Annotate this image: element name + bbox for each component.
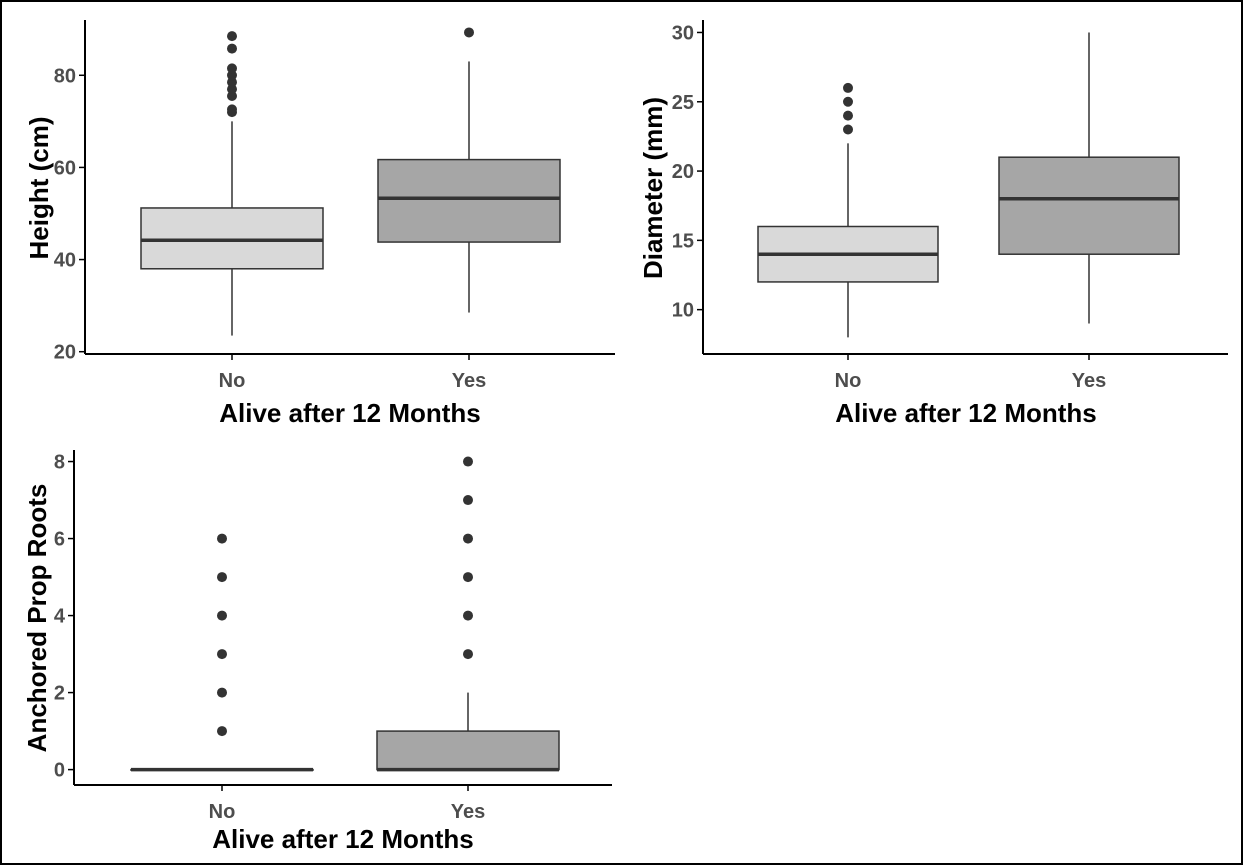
box-yes <box>376 456 560 772</box>
y-tick-label: 25 <box>672 92 694 114</box>
outlier-point <box>217 726 227 737</box>
y-tick-label: 6 <box>54 529 65 551</box>
y-tick-label: 10 <box>672 300 694 322</box>
outlier-point <box>464 27 474 38</box>
iqr-box <box>377 158 561 243</box>
outlier-point <box>227 104 237 115</box>
y-tick-label: 20 <box>672 161 694 183</box>
outlier-point <box>217 610 227 621</box>
y-axis-title: Anchored Prop Roots <box>22 484 52 753</box>
outlier-point <box>227 63 237 74</box>
outlier-point <box>843 82 853 93</box>
box-yes <box>998 32 1180 324</box>
outlier-point <box>217 533 227 544</box>
y-tick-label: 40 <box>54 250 76 272</box>
outlier-point <box>227 31 237 42</box>
outlier-point <box>227 77 237 88</box>
outlier-point <box>463 649 473 660</box>
y-tick-label: 30 <box>672 22 694 44</box>
x-axis-title: Alive after 12 Months <box>212 824 474 854</box>
x-tick-label: No <box>209 801 236 823</box>
x-tick-label: Yes <box>1072 370 1106 392</box>
y-tick-label: 2 <box>54 683 65 705</box>
diameter-boxplot-panel: Diameter (mm) Alive after 12 Months 10 15… <box>638 20 1228 428</box>
y-axis-title: Height (cm) <box>24 117 54 260</box>
x-tick-label: No <box>835 370 862 392</box>
y-tick-label: 60 <box>54 157 76 179</box>
outlier-point <box>227 70 237 81</box>
outlier-point <box>843 124 853 135</box>
outlier-point <box>217 572 227 583</box>
iqr-box <box>998 156 1180 255</box>
y-tick-label: 0 <box>54 760 65 782</box>
height-boxplot-panel: Height (cm) Alive after 12 Months 20 40 60… <box>24 20 615 428</box>
x-tick-label: Yes <box>451 801 485 823</box>
x-tick-label: Yes <box>452 370 486 392</box>
y-tick-label: 20 <box>54 342 76 364</box>
outlier-point <box>463 610 473 621</box>
x-axis-title: Alive after 12 Months <box>835 398 1097 428</box>
outlier-point <box>843 96 853 107</box>
iqr-box <box>140 207 324 270</box>
outlier-point <box>463 495 473 506</box>
y-axis-title: Diameter (mm) <box>638 97 668 279</box>
y-tick-label: 15 <box>672 230 694 252</box>
outlier-point <box>227 84 237 95</box>
y-tick-label: 8 <box>54 452 65 474</box>
box-no <box>140 31 324 336</box>
y-tick-label: 4 <box>54 606 66 628</box>
box-no <box>130 533 314 772</box>
outlier-point <box>463 572 473 583</box>
outlier-point <box>217 687 227 698</box>
iqr-box <box>376 730 560 771</box>
prop-roots-boxplot-panel: Anchored Prop Roots Alive after 12 Month… <box>22 450 612 854</box>
x-tick-label: No <box>219 370 246 392</box>
outlier-point <box>227 91 237 102</box>
outlier-point <box>227 43 237 54</box>
x-axis-title: Alive after 12 Months <box>219 398 481 428</box>
outlier-point <box>463 456 473 467</box>
outlier-point <box>843 110 853 121</box>
outlier-point <box>217 649 227 660</box>
box-no <box>757 82 939 338</box>
box-yes <box>377 27 561 313</box>
outlier-point <box>463 533 473 544</box>
y-tick-label: 80 <box>54 65 76 87</box>
